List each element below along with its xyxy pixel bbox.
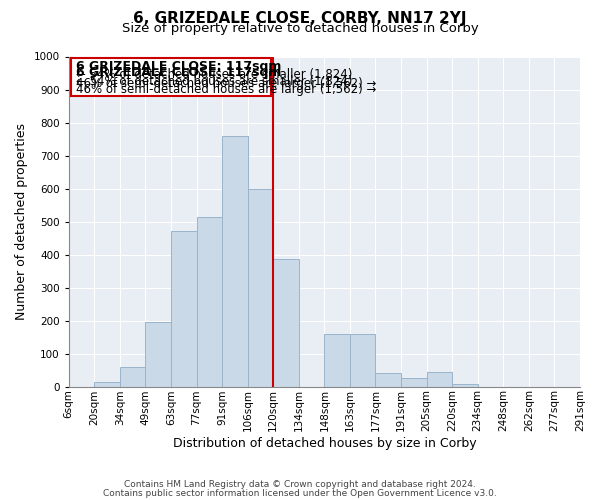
Bar [325, 334, 350, 386]
Text: Contains HM Land Registry data © Crown copyright and database right 2024.: Contains HM Land Registry data © Crown c… [124, 480, 476, 489]
Text: 46% of semi-detached houses are larger (1,562) →: 46% of semi-detached houses are larger (… [76, 77, 377, 90]
Bar [350, 334, 376, 386]
Bar [376, 372, 401, 386]
Bar [120, 366, 145, 386]
Text: 46% of semi-detached houses are larger (1,562) →: 46% of semi-detached houses are larger (… [76, 83, 377, 96]
Text: 6 GRIZEDALE CLOSE: 117sqm: 6 GRIZEDALE CLOSE: 117sqm [76, 60, 282, 73]
Bar [197, 216, 222, 386]
FancyBboxPatch shape [71, 58, 271, 96]
Bar [427, 372, 452, 386]
Bar [452, 384, 478, 386]
Text: ← 54% of detached houses are smaller (1,824): ← 54% of detached houses are smaller (1,… [76, 74, 353, 88]
Text: ← 54% of detached houses are smaller (1,824): ← 54% of detached houses are smaller (1,… [76, 68, 353, 81]
Text: 6, GRIZEDALE CLOSE, CORBY, NN17 2YJ: 6, GRIZEDALE CLOSE, CORBY, NN17 2YJ [133, 11, 467, 26]
X-axis label: Distribution of detached houses by size in Corby: Distribution of detached houses by size … [173, 437, 476, 450]
Bar [401, 378, 427, 386]
Bar [171, 232, 197, 386]
Bar [248, 188, 273, 386]
Bar [273, 260, 299, 386]
Text: 6 GRIZEDALE CLOSE: 117sqm: 6 GRIZEDALE CLOSE: 117sqm [76, 66, 282, 80]
Bar [222, 136, 248, 386]
Y-axis label: Number of detached properties: Number of detached properties [15, 123, 28, 320]
Bar [145, 322, 171, 386]
Bar [94, 382, 120, 386]
Text: Contains public sector information licensed under the Open Government Licence v3: Contains public sector information licen… [103, 488, 497, 498]
Text: Size of property relative to detached houses in Corby: Size of property relative to detached ho… [122, 22, 478, 35]
